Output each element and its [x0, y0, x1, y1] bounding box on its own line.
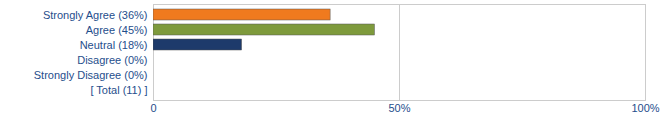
- svg-text:0: 0: [150, 102, 156, 114]
- svg-text:Strongly Agree (36%): Strongly Agree (36%): [43, 9, 148, 21]
- svg-text:Strongly Disagree (0%): Strongly Disagree (0%): [34, 69, 148, 81]
- svg-text:[ Total (11) ]: [ Total (11) ]: [90, 84, 147, 96]
- svg-text:100%: 100%: [631, 102, 659, 114]
- svg-text:50%: 50%: [388, 102, 410, 114]
- svg-text:Disagree (0%): Disagree (0%): [77, 54, 147, 66]
- svg-text:Agree (45%): Agree (45%): [86, 24, 148, 36]
- svg-text:Neutral (18%): Neutral (18%): [80, 39, 148, 51]
